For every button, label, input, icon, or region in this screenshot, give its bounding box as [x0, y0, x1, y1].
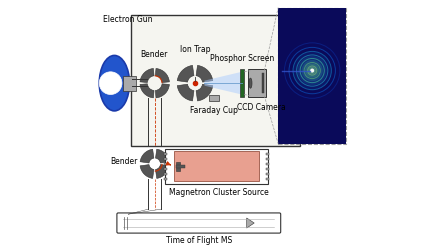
Bar [164, 173, 167, 175]
Bar [164, 158, 167, 160]
Text: Faraday Cup: Faraday Cup [190, 106, 238, 115]
Bar [164, 153, 167, 155]
Bar [266, 153, 269, 155]
Bar [266, 173, 269, 175]
Bar [266, 178, 269, 180]
Circle shape [308, 67, 316, 74]
Text: Magnetron Cluster Source: Magnetron Cluster Source [169, 188, 269, 197]
Circle shape [297, 56, 327, 85]
Polygon shape [247, 218, 254, 228]
Bar [262, 73, 264, 93]
Circle shape [302, 60, 323, 81]
Wedge shape [196, 84, 213, 101]
Ellipse shape [99, 55, 129, 111]
Bar [164, 163, 167, 165]
Bar [174, 151, 259, 181]
FancyBboxPatch shape [117, 213, 281, 233]
Bar [165, 149, 268, 184]
Wedge shape [155, 84, 169, 98]
Text: Phosphor Screen: Phosphor Screen [210, 54, 275, 63]
Wedge shape [155, 149, 169, 163]
Bar [123, 76, 136, 91]
Circle shape [305, 64, 319, 78]
Text: Bender: Bender [140, 50, 167, 59]
Wedge shape [155, 69, 169, 82]
Circle shape [310, 69, 314, 73]
FancyBboxPatch shape [131, 15, 300, 146]
Bar [164, 168, 167, 170]
Circle shape [311, 69, 314, 72]
Bar [241, 69, 244, 97]
FancyBboxPatch shape [248, 69, 266, 97]
Bar [176, 162, 180, 171]
Wedge shape [140, 69, 154, 82]
Text: Time of Flight MS: Time of Flight MS [166, 236, 232, 245]
Text: Electron Gun: Electron Gun [103, 15, 152, 24]
Bar [266, 168, 269, 170]
Bar [278, 8, 346, 144]
Text: CCD Camera: CCD Camera [237, 103, 286, 112]
Bar [176, 165, 185, 168]
Wedge shape [140, 84, 154, 98]
Wedge shape [177, 65, 194, 82]
Wedge shape [196, 65, 213, 82]
Wedge shape [140, 149, 154, 163]
Bar [209, 94, 219, 101]
Bar [266, 163, 269, 165]
Wedge shape [155, 165, 169, 178]
Circle shape [99, 72, 122, 94]
Bar [164, 178, 167, 180]
Wedge shape [140, 165, 154, 178]
Polygon shape [204, 72, 241, 94]
Wedge shape [177, 84, 194, 101]
Circle shape [293, 52, 331, 89]
Ellipse shape [249, 78, 252, 88]
Text: Ion Trap: Ion Trap [180, 45, 210, 54]
Text: Bender: Bender [111, 157, 138, 166]
Bar [266, 158, 269, 160]
